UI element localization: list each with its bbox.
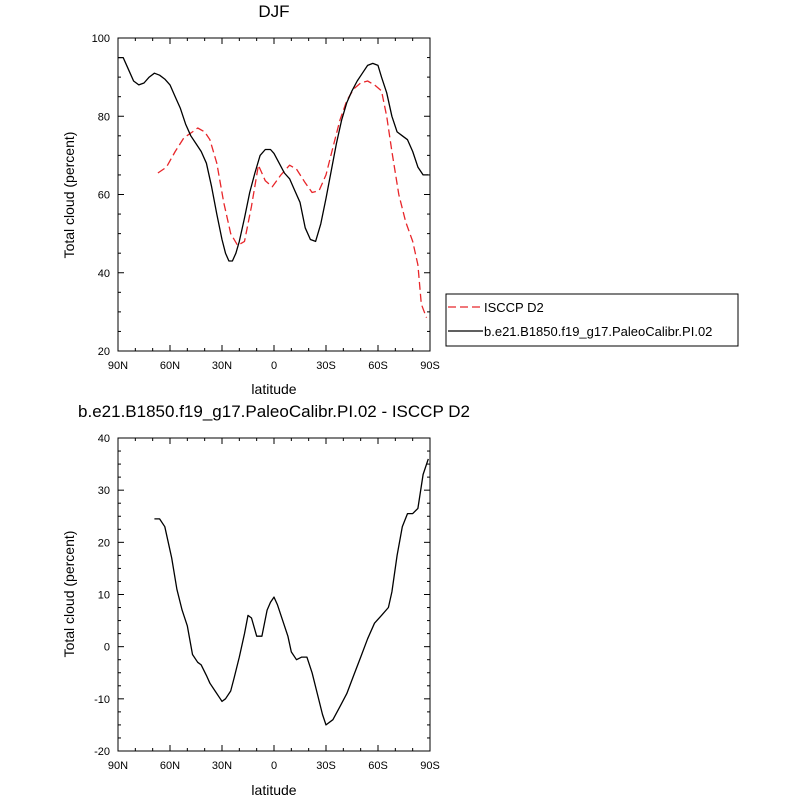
top-chart-x-tick-label: 60S [368, 360, 388, 372]
top-chart-x-tick-label: 0 [271, 360, 277, 372]
bottom-chart-series-line-0 [154, 458, 429, 726]
top-chart-y-tick-label: 40 [98, 268, 110, 280]
bottom-chart-y-tick-label: -10 [94, 694, 110, 706]
bottom-chart-y-tick-label: 10 [98, 590, 110, 602]
top-chart-x-tick-label: 60N [160, 360, 180, 372]
bottom-chart-x-tick-label: 90N [108, 760, 128, 772]
bottom-chart-title: b.e21.B1850.f19_g17.PaleoCalibr.PI.02 - … [78, 402, 470, 421]
top-chart-y-tick-label: 80 [98, 111, 110, 123]
top-chart-plot-frame [117, 37, 431, 352]
bottom-chart-x-tick-label: 30N [212, 760, 232, 772]
bottom-chart-y-tick-label: 0 [104, 642, 110, 654]
bottom-chart-x-tick-label: 0 [271, 760, 277, 772]
bottom-chart-x-tick-label: 90S [420, 760, 440, 772]
bottom-chart-plot-frame [117, 437, 431, 752]
top-chart-y-tick-label: 100 [92, 33, 110, 45]
bottom-chart-x-axis-title: latitude [251, 782, 296, 798]
top-chart-y-axis-title: Total cloud (percent) [61, 132, 77, 259]
top-chart-panel: DJF latitude Total cloud (percent) 90N 60… [61, 2, 440, 397]
legend-box [445, 293, 739, 347]
top-chart-series-line-0 [157, 80, 428, 318]
top-chart-series-line-1 [118, 56, 429, 262]
bottom-chart-y-tick-label: -20 [94, 746, 110, 758]
legend-label-model: b.e21.B1850.f19_g17.PaleoCalibr.PI.02 [484, 324, 712, 339]
bottom-chart-panel: b.e21.B1850.f19_g17.PaleoCalibr.PI.02 - … [61, 402, 470, 798]
top-chart-y-tick-label: 20 [98, 346, 110, 358]
top-chart-x-tick-label: 90S [420, 360, 440, 372]
bottom-chart-y-tick-label: 40 [98, 433, 110, 445]
top-chart-x-tick-label: 90N [108, 360, 128, 372]
top-chart-x-tick-label: 30N [212, 360, 232, 372]
bottom-chart-y-tick-label: 20 [98, 537, 110, 549]
legend: ISCCP D2 b.e21.B1850.f19_g17.PaleoCalibr… [445, 293, 739, 347]
bottom-chart-x-tick-label: 60N [160, 760, 180, 772]
top-chart-x-axis-title: latitude [251, 381, 296, 397]
bottom-chart-x-tick-label: 60S [368, 760, 388, 772]
top-chart-x-tick-label: 30S [316, 360, 336, 372]
bottom-chart-x-tick-label: 30S [316, 760, 336, 772]
bottom-chart-y-axis-title: Total cloud (percent) [61, 531, 77, 658]
top-chart-title: DJF [258, 2, 289, 21]
legend-label-isccp: ISCCP D2 [484, 300, 544, 315]
bottom-chart-y-tick-label: 30 [98, 485, 110, 497]
top-chart-y-tick-label: 60 [98, 190, 110, 202]
